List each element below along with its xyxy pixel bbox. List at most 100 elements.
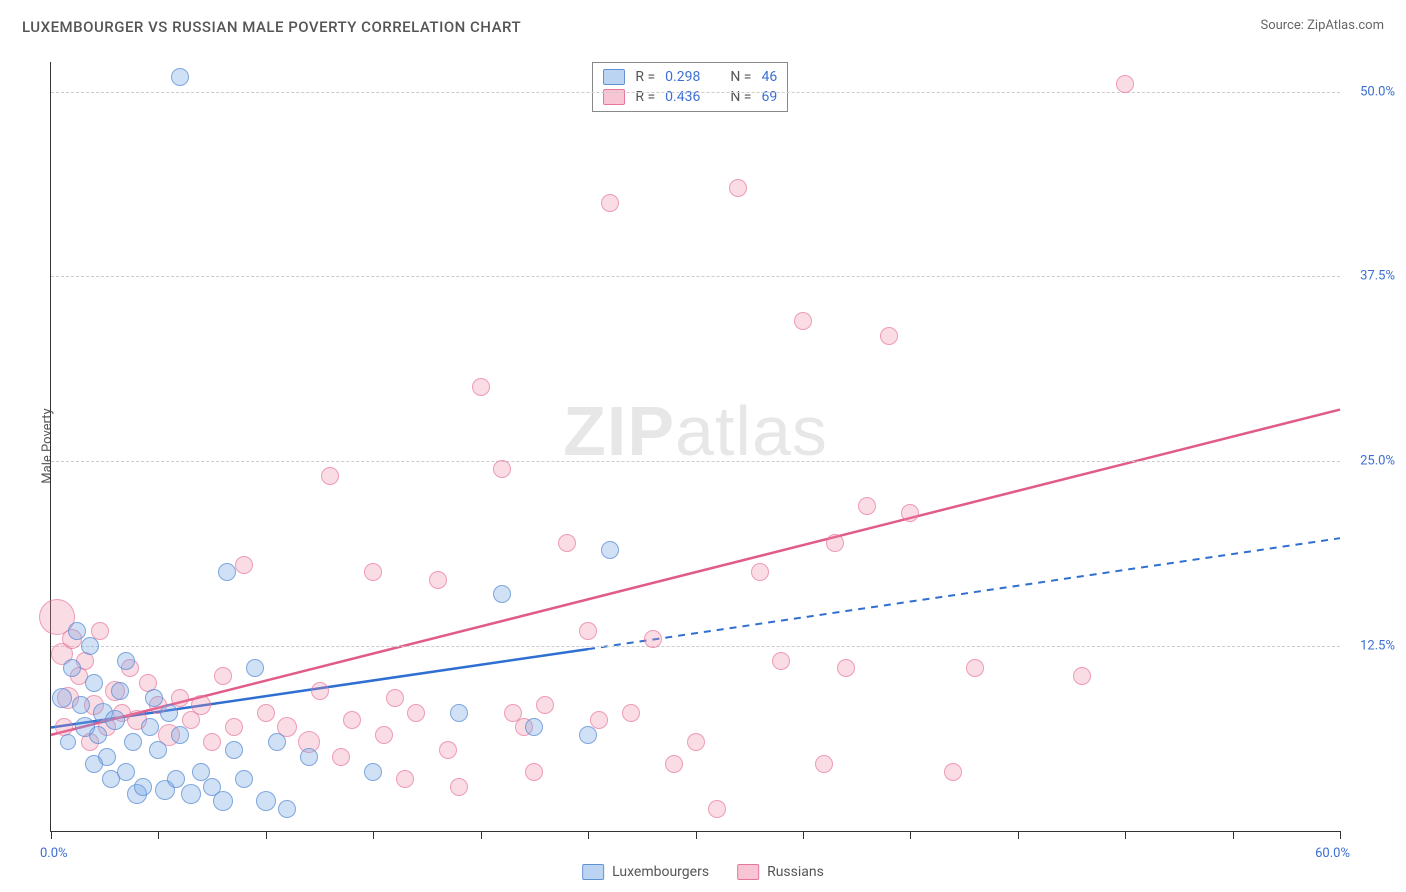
plot-area: ZIPatlas R = 0.298 N = 46 R = 0.436 N = …: [50, 62, 1340, 832]
data-point: [160, 704, 178, 722]
x-tick: [1340, 831, 1341, 839]
swatch-pink-icon: [737, 864, 759, 880]
x-tick: [1125, 831, 1126, 839]
x-max-label: 60.0%: [1315, 846, 1350, 861]
data-point: [171, 726, 189, 744]
chart-title: LUXEMBOURGER VS RUSSIAN MALE POVERTY COR…: [22, 18, 521, 36]
legend-item: Russians: [737, 864, 824, 880]
data-point: [311, 682, 329, 700]
data-point: [111, 682, 129, 700]
x-tick: [266, 831, 267, 839]
data-point: [124, 733, 142, 751]
data-point: [944, 763, 962, 781]
data-point: [794, 312, 812, 330]
data-point: [332, 748, 350, 766]
data-point: [72, 696, 90, 714]
data-point: [708, 800, 726, 818]
x-tick: [373, 831, 374, 839]
data-point: [181, 784, 201, 804]
data-point: [105, 710, 125, 730]
data-point: [536, 696, 554, 714]
source-label: Source: ZipAtlas.com: [1260, 18, 1384, 33]
data-point: [364, 563, 382, 581]
data-point: [343, 711, 361, 729]
data-point: [235, 556, 253, 574]
data-point: [213, 791, 233, 811]
swatch-blue-icon: [582, 864, 604, 880]
data-point: [601, 194, 619, 212]
data-point: [729, 179, 747, 197]
trend-lines: [51, 62, 1340, 831]
data-point: [321, 467, 339, 485]
data-point: [450, 778, 468, 796]
data-point: [880, 327, 898, 345]
data-point: [63, 659, 81, 677]
x-tick: [158, 831, 159, 839]
data-point: [225, 741, 243, 759]
data-point: [772, 652, 790, 670]
data-point: [472, 378, 490, 396]
data-point: [493, 460, 511, 478]
gridline: [51, 461, 1340, 462]
data-point: [558, 534, 576, 552]
data-point: [837, 659, 855, 677]
data-point: [149, 741, 167, 759]
data-point: [89, 726, 107, 744]
data-point: [622, 704, 640, 722]
legend-item: Luxembourgers: [582, 864, 709, 880]
data-point: [85, 674, 103, 692]
data-point: [966, 659, 984, 677]
gridline: [51, 276, 1340, 277]
x-tick: [803, 831, 804, 839]
data-point: [493, 585, 511, 603]
data-point: [218, 563, 236, 581]
legend-label: Russians: [767, 864, 824, 880]
legend-label: Luxembourgers: [612, 864, 709, 880]
data-point: [145, 689, 163, 707]
data-point: [235, 770, 253, 788]
data-point: [901, 504, 919, 522]
data-point: [429, 571, 447, 589]
data-point: [751, 563, 769, 581]
data-point: [167, 770, 185, 788]
x-tick: [910, 831, 911, 839]
data-point: [225, 718, 243, 736]
data-point: [214, 667, 232, 685]
data-point: [134, 778, 152, 796]
data-point: [278, 800, 296, 818]
data-point: [644, 630, 662, 648]
x-tick: [1018, 831, 1019, 839]
data-point: [246, 659, 264, 677]
x-tick: [696, 831, 697, 839]
gridline: [51, 646, 1340, 647]
x-tick: [51, 831, 52, 839]
data-point: [826, 534, 844, 552]
data-point: [268, 733, 286, 751]
data-point: [579, 622, 597, 640]
y-tick-label: 12.5%: [1360, 639, 1395, 654]
data-point: [117, 763, 135, 781]
bottom-legend: Luxembourgers Russians: [582, 864, 824, 880]
data-point: [257, 704, 275, 722]
data-point: [815, 755, 833, 773]
data-point: [407, 704, 425, 722]
data-point: [300, 748, 318, 766]
y-tick-label: 50.0%: [1360, 84, 1395, 99]
x-tick: [588, 831, 589, 839]
data-point: [68, 622, 86, 640]
data-point: [386, 689, 404, 707]
data-point: [450, 704, 468, 722]
data-point: [85, 755, 103, 773]
data-point: [665, 755, 683, 773]
data-point: [256, 791, 276, 811]
data-point: [60, 734, 76, 750]
gridline: [51, 92, 1340, 93]
data-point: [687, 733, 705, 751]
y-tick-label: 37.5%: [1360, 269, 1395, 284]
data-point: [81, 637, 99, 655]
data-point: [191, 695, 211, 715]
x-min-label: 0.0%: [40, 846, 68, 861]
data-point: [579, 726, 597, 744]
data-point: [117, 652, 135, 670]
data-point: [52, 688, 72, 708]
